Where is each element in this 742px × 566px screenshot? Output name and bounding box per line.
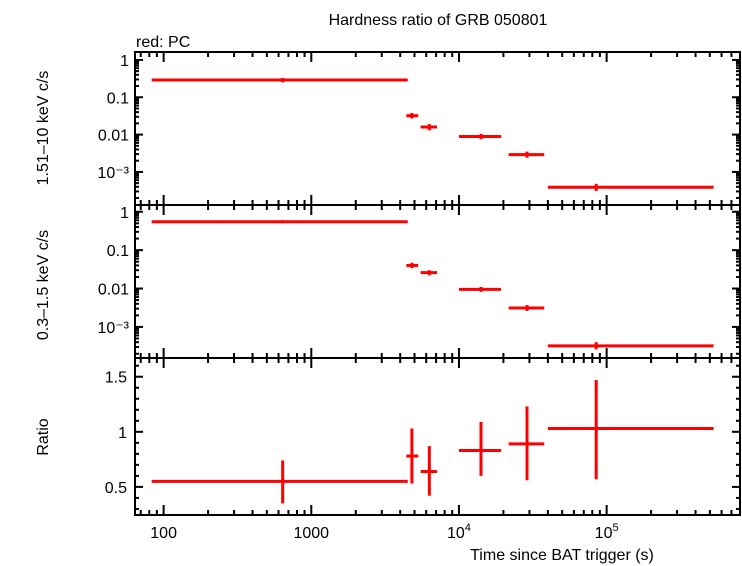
y-tick-label: 10⁻³ — [97, 320, 129, 337]
data-point-5 — [508, 305, 545, 311]
data-point-2 — [406, 262, 419, 269]
x-tick-label: 105 — [595, 522, 619, 542]
y-tick-label: 0.01 — [98, 128, 129, 145]
y-tick-label: 0.5 — [105, 480, 127, 497]
data-point-3 — [420, 270, 438, 276]
y-axis-label-ratio: Ratio — [35, 418, 52, 455]
y-tick-label: 1 — [118, 425, 127, 442]
data-point-6 — [547, 183, 714, 191]
y-tick-label: 1 — [120, 205, 129, 222]
y-tick-label: 1 — [120, 53, 129, 70]
data-point-2 — [406, 428, 419, 484]
panel-frame-2 — [134, 357, 741, 516]
chart-title: Hardness ratio of GRB 050801 — [329, 12, 548, 29]
x-tick-label: 100 — [150, 525, 177, 542]
data-point-4 — [458, 286, 502, 292]
panel-frame-0 — [134, 51, 741, 206]
legend-annotation: red: PC — [136, 34, 190, 51]
x-tick-label: 1000 — [293, 525, 329, 542]
data-point-4 — [458, 133, 502, 140]
data-point-4 — [458, 421, 502, 476]
data-point-5 — [508, 151, 545, 158]
x-tick-label: 104 — [447, 522, 471, 542]
data-point-1 — [151, 77, 408, 83]
data-point-6 — [547, 380, 714, 480]
panel-frame-1 — [134, 204, 741, 359]
x-axis-label: Time since BAT trigger (s) — [470, 547, 654, 564]
data-point-3 — [420, 124, 438, 131]
data-point-1 — [151, 220, 408, 224]
y-axis-label-top: 1.51–10 keV c/s — [35, 71, 52, 186]
data-point-6 — [547, 342, 714, 350]
data-point-1 — [151, 460, 408, 504]
y-tick-label: 0.1 — [107, 243, 129, 260]
data-point-2 — [406, 112, 419, 119]
y-tick-label: 0.01 — [98, 282, 129, 299]
y-tick-label: 10⁻³ — [97, 165, 129, 182]
y-tick-label: 0.1 — [107, 90, 129, 107]
y-axis-label-middle: 0.3–1.5 keV c/s — [35, 230, 52, 340]
data-point-3 — [420, 446, 438, 496]
data-point-5 — [508, 406, 545, 481]
y-tick-label: 1.5 — [105, 370, 127, 387]
